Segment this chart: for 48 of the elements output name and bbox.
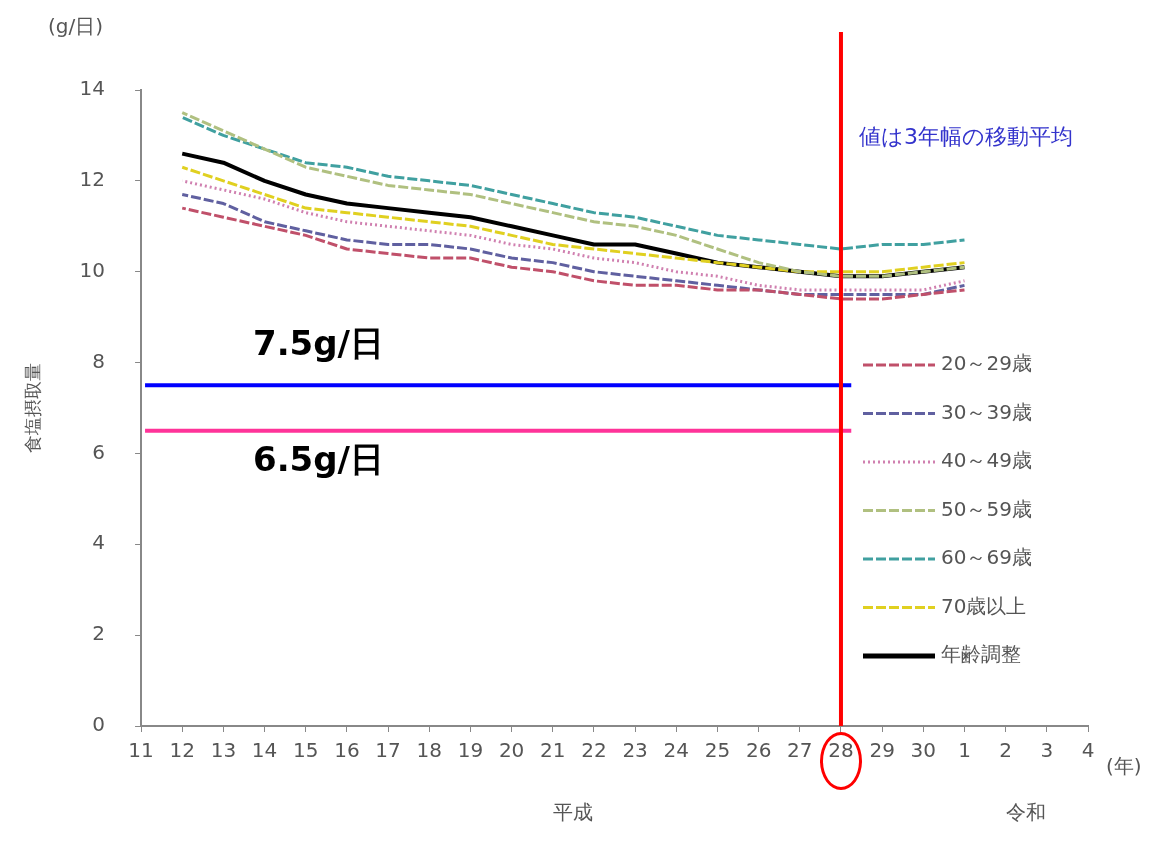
y-tick-label: 10: [79, 257, 106, 282]
x-axis-title: (年): [1106, 754, 1142, 779]
x-tick-label: 30: [910, 738, 937, 763]
x-tick-label: 2: [999, 738, 1013, 763]
x-tick-label: 11: [128, 738, 154, 763]
y-tick-label: 4: [92, 530, 106, 555]
legend-label: 30～39歳: [941, 399, 1032, 424]
x-tick-label: 20: [498, 738, 525, 763]
x-tick-label: 22: [581, 738, 607, 763]
x-tick-label: 28: [828, 738, 854, 763]
ref-line-label: 6.5g/日: [253, 438, 385, 479]
legend-label: 年齢調整: [941, 642, 1021, 667]
y-tick-label: 8: [92, 348, 106, 373]
x-tick-label: 1: [958, 738, 971, 763]
y-tick-label: 0: [92, 712, 106, 737]
legend-label: 20～29歳: [941, 351, 1032, 376]
x-tick-label: 29: [869, 738, 895, 763]
x-tick-label: 17: [375, 738, 401, 763]
ref-line-label: 7.5g/日: [253, 323, 385, 364]
x-tick-label: 16: [334, 738, 360, 763]
x-tick-label: 23: [622, 738, 648, 763]
x-tick-label: 3: [1040, 738, 1054, 763]
y-tick-label: 12: [79, 167, 106, 192]
legend-label: 60～69歳: [941, 545, 1032, 570]
legend-label: 40～49歳: [941, 448, 1032, 473]
legend-label: 50～59歳: [941, 496, 1032, 521]
x-tick-label: 26: [745, 738, 772, 763]
y-tick-label: 6: [92, 439, 106, 464]
x-tick-label: 15: [293, 738, 319, 763]
y-tick-label: 2: [92, 621, 106, 646]
x-tick-label: 18: [416, 738, 442, 763]
line-series: [180, 206, 966, 301]
x-tick-label: 12: [169, 738, 195, 763]
x-tick-label: 14: [251, 738, 278, 763]
x-tick-label: 25: [704, 738, 731, 763]
text: 令和: [1006, 800, 1047, 825]
annotation: 値は3年幅の移動平均: [859, 123, 1073, 149]
x-tick-label: 19: [457, 738, 484, 763]
text: 平成: [553, 800, 594, 825]
y-axis-title: 食塩摂取量: [22, 363, 44, 453]
legend-label: 70歳以上: [941, 593, 1027, 618]
x-tick-label: 24: [663, 738, 690, 763]
x-tick-label: 21: [540, 738, 566, 763]
x-tick-label: 13: [210, 738, 237, 763]
x-tick-label: 4: [1081, 738, 1095, 763]
x-tick-label: 27: [787, 738, 813, 763]
text: (g/日): [48, 14, 104, 39]
y-tick-label: 14: [79, 76, 106, 101]
